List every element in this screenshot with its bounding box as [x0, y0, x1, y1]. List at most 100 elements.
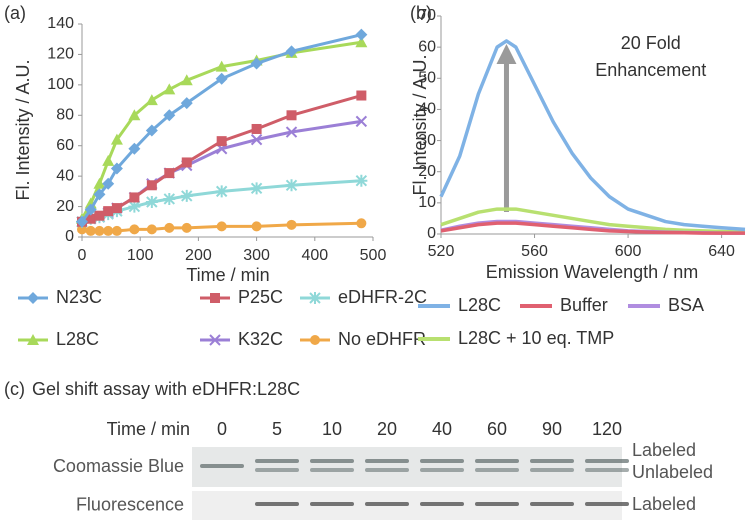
series-line [440, 221, 745, 235]
annotation: Enhancement [595, 60, 706, 80]
marker [181, 157, 192, 168]
y-tick-label: 0 [427, 225, 436, 242]
legend-label: K32C [238, 329, 283, 349]
gel-band [420, 502, 464, 506]
marker [102, 177, 115, 190]
marker [94, 225, 105, 236]
marker [103, 206, 114, 217]
band-label: Labeled [632, 440, 696, 460]
marker [163, 109, 176, 122]
marker [163, 83, 176, 95]
marker [146, 224, 157, 235]
marker [111, 203, 122, 214]
marker [286, 110, 297, 121]
time-value: 20 [377, 419, 397, 439]
x-tick-label: 500 [360, 247, 387, 264]
marker [180, 189, 193, 202]
marker [84, 203, 97, 216]
x-tick-label: 640 [708, 243, 735, 260]
gel-band [585, 468, 629, 472]
gel-band [310, 468, 354, 472]
marker [27, 334, 39, 345]
marker [355, 28, 368, 41]
y-axis-title: Fl. Intensity / A.U. [13, 59, 33, 200]
legend-label: Buffer [560, 295, 608, 315]
gel-band [310, 459, 354, 463]
gel-image [192, 447, 622, 487]
time-value: 120 [592, 419, 622, 439]
time-label: Time / min [107, 419, 190, 439]
marker [209, 334, 221, 346]
gel-band [365, 502, 409, 506]
x-axis-title: Emission Wavelength / nm [486, 262, 698, 282]
gel-band [255, 502, 299, 506]
marker [111, 225, 122, 236]
legend-label: N23C [56, 287, 102, 307]
gel-band [530, 468, 574, 472]
gel-band [530, 459, 574, 463]
marker [85, 225, 96, 236]
marker [250, 57, 263, 70]
x-tick-label: 0 [78, 247, 87, 264]
marker [250, 133, 263, 146]
marker [163, 192, 176, 205]
marker [285, 45, 298, 58]
marker [145, 94, 158, 106]
series-line [440, 207, 746, 234]
marker [102, 154, 115, 166]
marker [93, 177, 106, 189]
legend-label: No eDHFR [338, 329, 426, 349]
marker [215, 60, 228, 72]
marker [356, 218, 367, 229]
marker [216, 221, 227, 232]
marker [355, 36, 368, 48]
time-value: 10 [322, 419, 342, 439]
marker [309, 292, 321, 304]
y-tick-label: 0 [65, 228, 74, 245]
marker [94, 210, 105, 221]
marker [285, 126, 298, 138]
row-label: Fluorescence [76, 494, 184, 514]
band-label: Labeled [632, 494, 696, 514]
marker [285, 179, 298, 192]
marker [251, 221, 262, 232]
marker [164, 222, 175, 233]
y-tick-label: 100 [47, 76, 74, 93]
time-value: 0 [217, 419, 227, 439]
legend-label: L28C + 10 eq. TMP [458, 328, 614, 348]
x-tick-label: 300 [243, 247, 270, 264]
band-label: Unlabeled [632, 462, 713, 482]
gel-band [585, 502, 629, 506]
marker [180, 74, 193, 86]
marker [164, 168, 175, 179]
marker [128, 142, 141, 155]
y-tick-label: 20 [418, 163, 436, 180]
marker [355, 115, 368, 128]
y-tick-label: 120 [47, 46, 74, 63]
y-tick-label: 30 [418, 132, 436, 149]
gel-band [310, 502, 354, 506]
x-tick-label: 520 [428, 243, 455, 260]
marker [129, 224, 140, 235]
legend-label: L28C [56, 329, 99, 349]
time-value: 90 [542, 419, 562, 439]
marker [146, 180, 157, 191]
gel-band [255, 459, 299, 463]
x-tick-label: 400 [301, 247, 328, 264]
x-tick-label: 100 [127, 247, 154, 264]
marker [85, 213, 96, 224]
legend-label: eDHFR-2C [338, 287, 427, 307]
marker [310, 335, 320, 345]
gel-band [475, 502, 519, 506]
marker [286, 219, 297, 230]
marker [145, 124, 158, 137]
marker [250, 182, 263, 195]
y-axis-title: Fl. Intensity / A.U. [410, 54, 430, 195]
y-tick-label: 140 [47, 15, 74, 32]
gel-band [475, 468, 519, 472]
marker [93, 188, 106, 201]
marker [110, 133, 123, 145]
marker [110, 162, 123, 175]
marker [356, 90, 367, 101]
